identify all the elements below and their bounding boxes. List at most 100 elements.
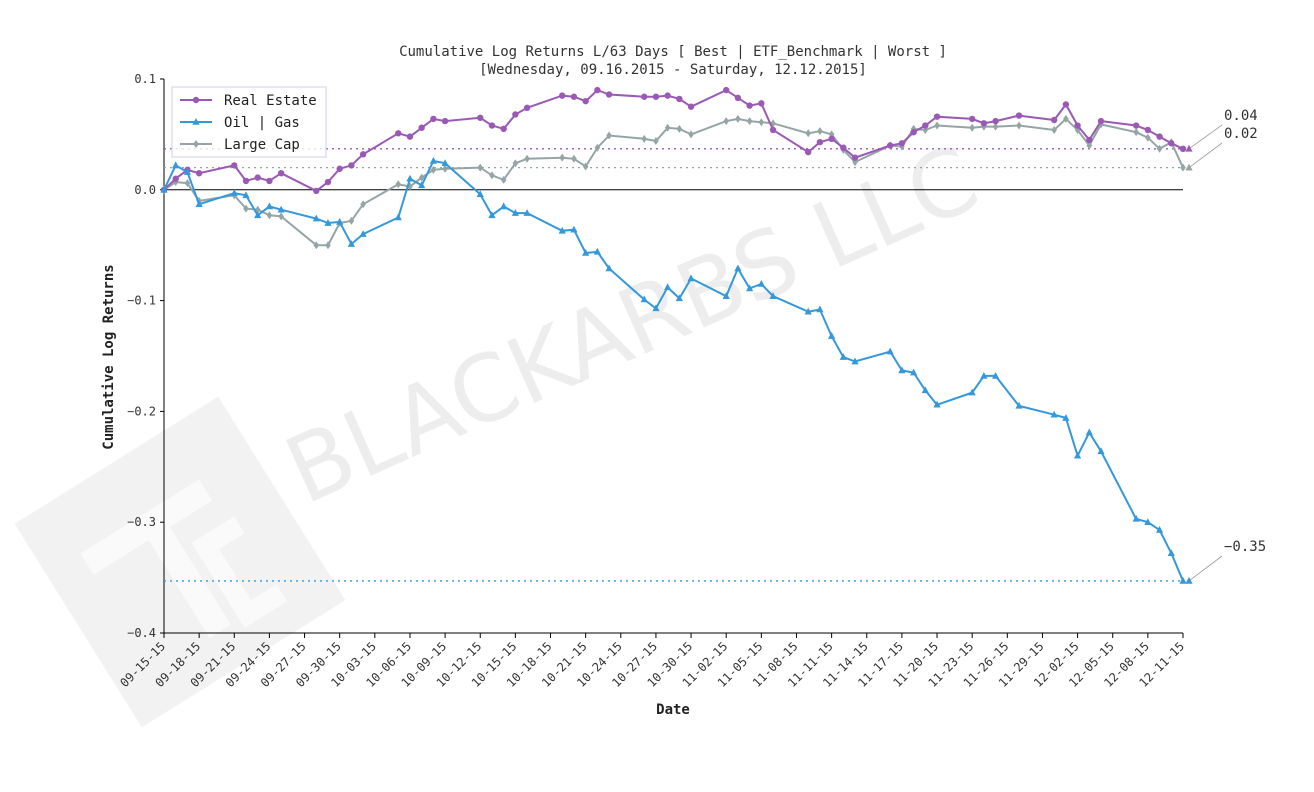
data-point xyxy=(336,165,343,172)
data-point xyxy=(172,161,180,169)
data-point xyxy=(266,177,273,185)
data-point xyxy=(968,115,976,123)
data-point xyxy=(652,304,660,312)
data-point xyxy=(430,165,437,174)
data-point xyxy=(571,154,577,163)
data-point xyxy=(489,171,495,180)
data-point xyxy=(243,204,249,213)
data-point xyxy=(605,91,613,98)
data-point xyxy=(746,284,754,292)
data-point xyxy=(192,118,200,125)
data-point xyxy=(688,130,694,139)
final-value-label: −0.35 xyxy=(1224,539,1266,555)
data-point xyxy=(746,117,753,126)
data-point xyxy=(922,122,929,129)
annotation-arrow xyxy=(1188,142,1223,168)
data-point xyxy=(840,144,847,151)
data-point xyxy=(664,283,672,291)
data-point xyxy=(477,114,484,121)
data-point xyxy=(570,225,578,233)
data-point xyxy=(640,295,648,303)
data-point xyxy=(488,122,496,129)
data-point xyxy=(430,115,437,123)
data-point xyxy=(277,169,285,177)
data-point xyxy=(512,159,519,168)
legend-label: Large Cap xyxy=(224,137,300,153)
data-point xyxy=(395,180,402,189)
data-point xyxy=(1144,518,1152,525)
data-point xyxy=(558,226,566,234)
data-point xyxy=(441,159,449,167)
data-point xyxy=(476,190,484,198)
data-point xyxy=(1167,549,1175,557)
data-point xyxy=(676,95,683,103)
data-point xyxy=(312,214,320,222)
data-point xyxy=(734,94,742,102)
data-point xyxy=(1062,414,1070,421)
data-point xyxy=(653,137,659,146)
data-point xyxy=(1156,144,1163,153)
data-point xyxy=(734,264,742,272)
data-point xyxy=(406,174,414,182)
data-point xyxy=(442,164,448,173)
data-point xyxy=(231,162,238,169)
data-point xyxy=(1179,576,1187,584)
data-point xyxy=(594,143,601,152)
data-point xyxy=(429,156,437,164)
y-tick-label: 0.1 xyxy=(134,72,156,86)
data-point xyxy=(1133,128,1139,137)
data-point xyxy=(1086,141,1093,150)
data-point xyxy=(675,294,683,302)
data-point xyxy=(1085,428,1093,436)
data-point xyxy=(336,217,344,225)
data-point xyxy=(652,93,660,100)
data-point xyxy=(1050,116,1058,124)
data-point xyxy=(193,140,199,148)
data-point xyxy=(500,125,507,133)
data-point xyxy=(242,177,250,185)
data-point xyxy=(851,154,859,161)
y-tick-label: −0.1 xyxy=(127,294,156,308)
data-point xyxy=(395,130,402,137)
data-point xyxy=(242,191,250,199)
data-point xyxy=(418,181,426,189)
data-point xyxy=(1155,525,1164,533)
y-tick-label: −0.4 xyxy=(127,626,156,640)
data-point xyxy=(1015,401,1023,409)
series-oil-gas xyxy=(160,156,1187,584)
data-point xyxy=(324,178,332,186)
data-point xyxy=(605,264,613,272)
reference-lines xyxy=(164,148,1183,582)
data-point xyxy=(1145,133,1151,142)
data-point xyxy=(758,100,765,107)
data-point xyxy=(898,140,906,147)
data-point xyxy=(851,357,859,365)
legend: Real Estate Oil | Gas Large Cap xyxy=(171,86,327,158)
data-point xyxy=(828,135,835,143)
data-point xyxy=(980,371,988,379)
data-point xyxy=(769,292,777,299)
y-tick-label: −0.3 xyxy=(127,515,156,529)
data-point xyxy=(325,241,331,250)
data-point xyxy=(418,173,425,182)
chart-subtitle: [Wednesday, 09.16.2015 - Saturday, 12.12… xyxy=(479,62,867,78)
final-value-label: 0.02 xyxy=(1224,126,1258,142)
data-point xyxy=(313,241,320,250)
data-point xyxy=(160,185,168,193)
data-point xyxy=(570,93,578,100)
data-point xyxy=(687,103,695,110)
data-point xyxy=(441,117,449,125)
data-point xyxy=(1063,114,1069,123)
data-point xyxy=(839,353,847,360)
data-point xyxy=(418,124,425,131)
data-point xyxy=(1062,101,1070,108)
data-point xyxy=(313,187,320,195)
data-point xyxy=(195,169,203,177)
data-point xyxy=(898,366,906,374)
data-point xyxy=(969,123,975,132)
legend-label: Oil | Gas xyxy=(224,115,300,131)
data-point xyxy=(348,216,355,225)
data-point xyxy=(934,121,940,130)
data-point xyxy=(817,127,823,136)
data-point xyxy=(664,123,671,132)
